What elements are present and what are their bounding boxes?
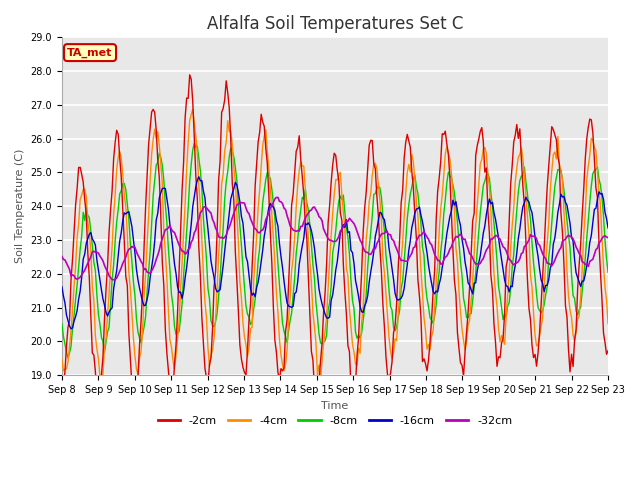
Y-axis label: Soil Temperature (C): Soil Temperature (C) [15, 149, 25, 264]
X-axis label: Time: Time [321, 400, 349, 410]
Legend: -2cm, -4cm, -8cm, -16cm, -32cm: -2cm, -4cm, -8cm, -16cm, -32cm [154, 412, 516, 431]
Title: Alfalfa Soil Temperatures Set C: Alfalfa Soil Temperatures Set C [207, 15, 463, 33]
Text: TA_met: TA_met [67, 48, 113, 58]
